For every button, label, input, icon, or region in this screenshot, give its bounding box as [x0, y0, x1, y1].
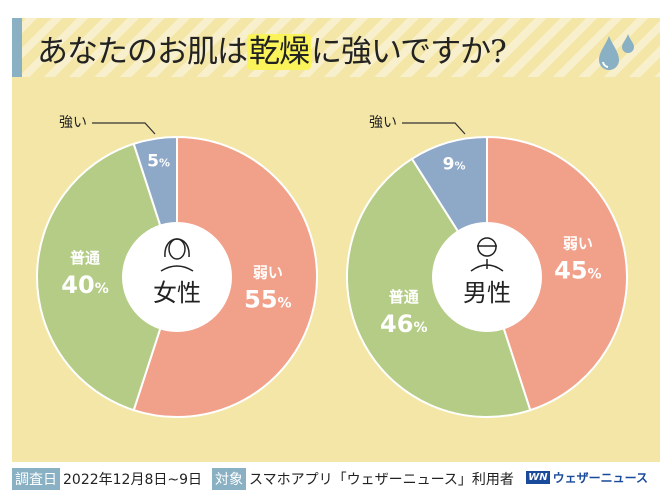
slice-category-label: 普通 [70, 249, 100, 267]
survey-target: スマホアプリ「ウェザーニュース」利用者 [249, 472, 514, 488]
slice-category-label: 普通 [389, 288, 419, 306]
slice-category-label: 弱い [563, 235, 593, 253]
brand-name: ウェザーニュース [552, 471, 648, 485]
pie-title: 女性 [153, 279, 201, 307]
target-tag: 対象 [212, 468, 246, 490]
callout-label: 強い [59, 115, 87, 131]
brand-mark: WN [526, 471, 550, 484]
brand-logo: WN ウェザーニュース [526, 469, 648, 486]
pie-slice-1 [36, 142, 179, 412]
pie-center [432, 222, 542, 332]
slice-category-label: 弱い [253, 263, 283, 281]
slice-value-label: 5% [147, 151, 170, 171]
pie-title: 男性 [463, 279, 511, 307]
date-tag: 調査日 [12, 468, 60, 490]
slice-value-label: 9% [443, 155, 466, 175]
survey-date: 2022年12月8日~9日 [63, 472, 202, 488]
title-highlight: 乾燥 [247, 34, 311, 70]
footer: 調査日 2022年12月8日~9日 対象 スマホアプリ「ウェザーニュース」利用者… [12, 466, 660, 492]
title-post: に強いですか? [311, 34, 507, 70]
header-band: あなたのお肌は乾燥に強いですか? [12, 18, 660, 77]
pie-center [122, 222, 232, 332]
man-icon [470, 237, 504, 272]
callout-label: 強い [369, 115, 397, 131]
callout-line [402, 122, 466, 135]
accent-bar [12, 18, 22, 77]
slice-value-label: 45% [554, 257, 601, 285]
page-title: あなたのお肌は乾燥に強いですか? [37, 26, 507, 71]
callout-line [92, 122, 156, 135]
woman-icon [160, 238, 194, 272]
water-drops-icon [599, 34, 634, 70]
title-pre: あなたのお肌は [37, 34, 248, 70]
pie-slice-0 [486, 135, 628, 412]
